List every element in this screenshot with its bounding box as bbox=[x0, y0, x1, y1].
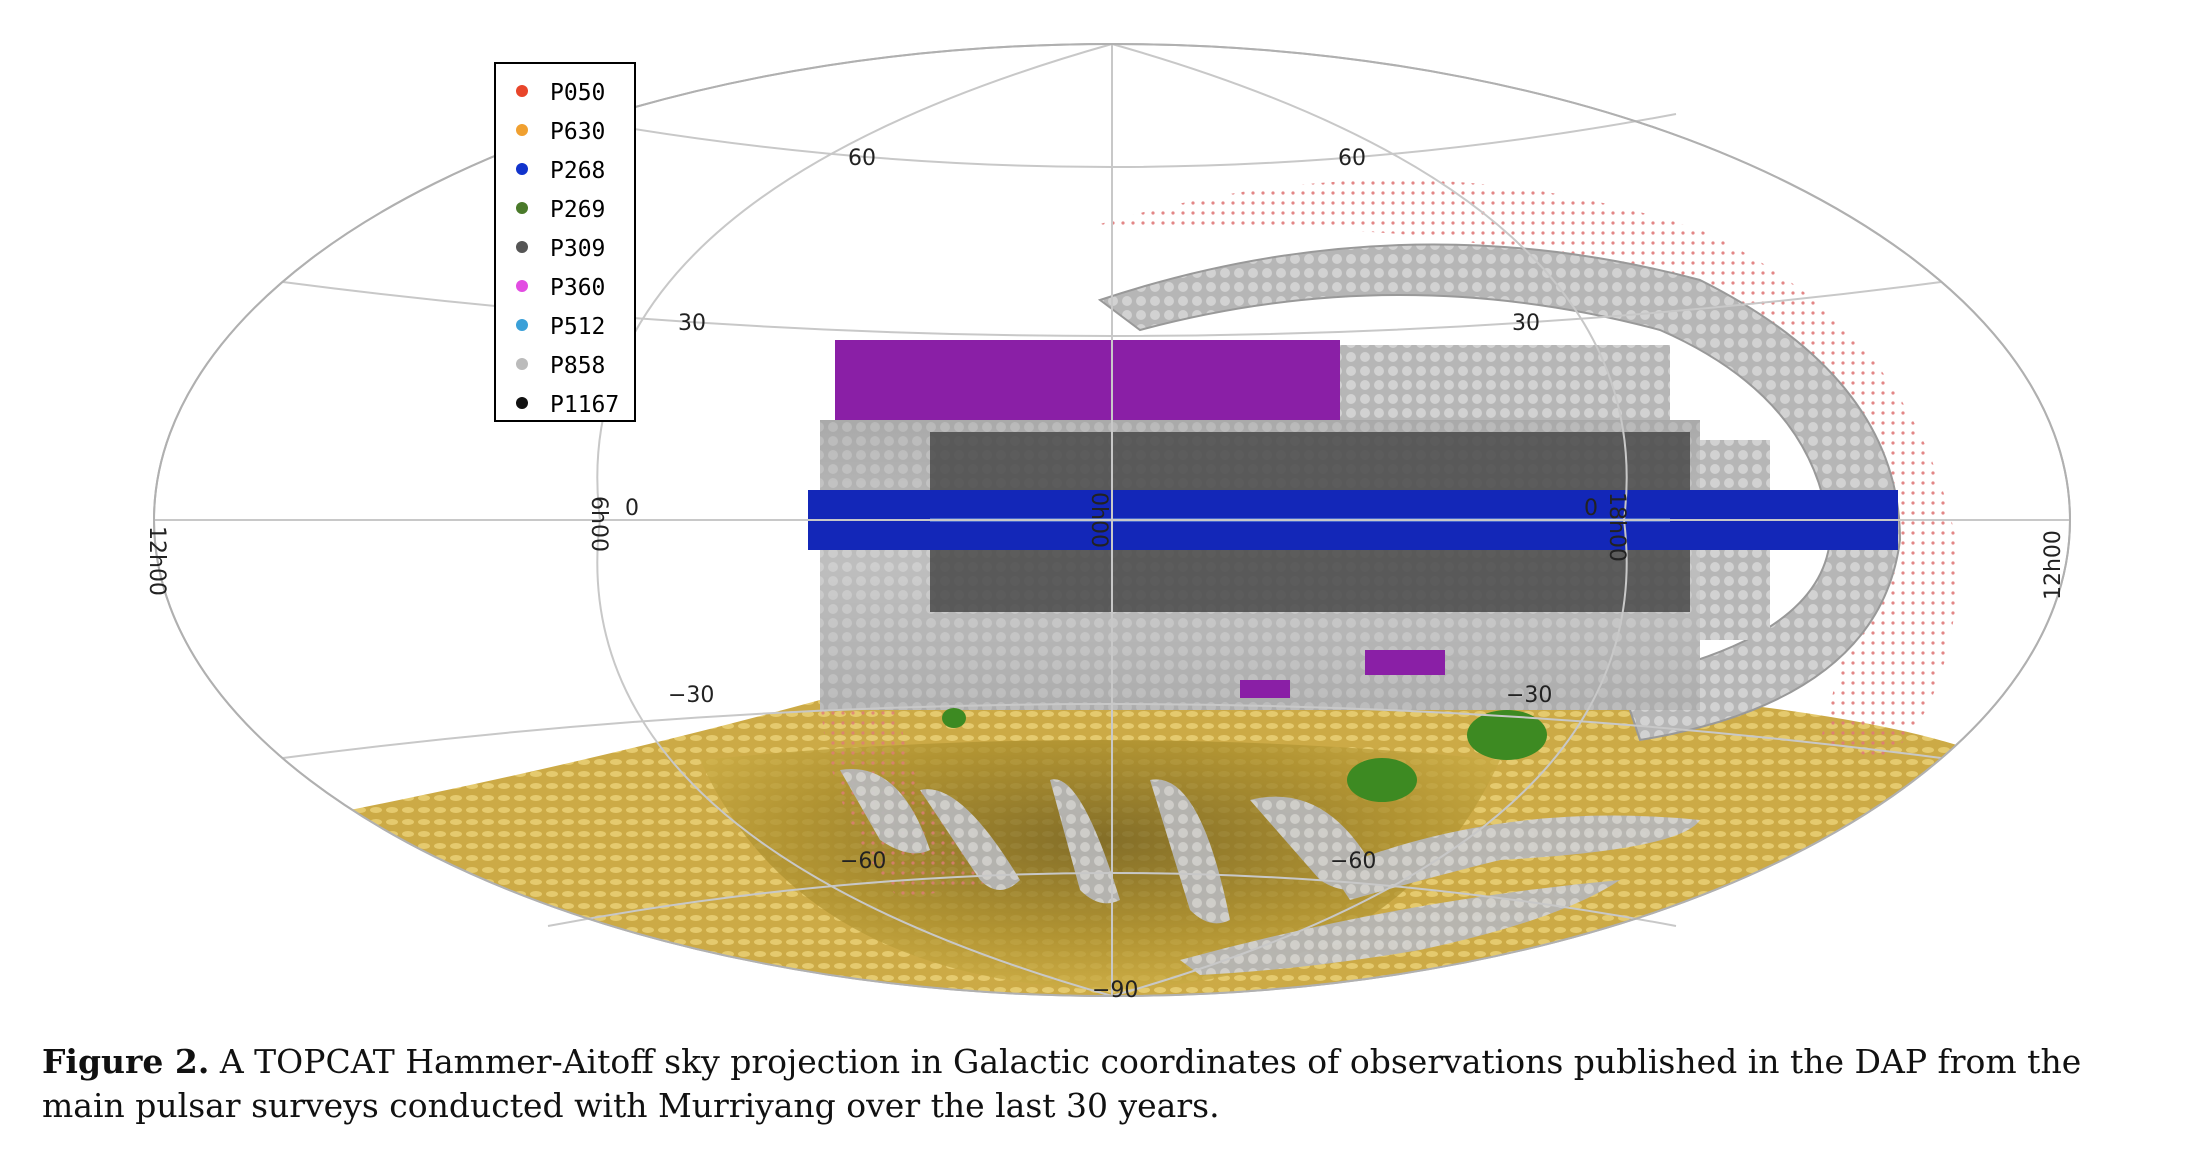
lon-6h-label: 6h00 bbox=[586, 496, 611, 552]
caption-label: Figure 2. bbox=[42, 1042, 210, 1081]
legend-label-p360: P360 bbox=[550, 275, 605, 301]
figure-caption: Figure 2. A TOPCAT Hammer-Aitoff sky pro… bbox=[42, 1040, 2172, 1128]
lat-m60-left-label: −60 bbox=[840, 849, 886, 874]
legend-marker-p360 bbox=[516, 280, 528, 292]
lat-30-right-label: 30 bbox=[1512, 311, 1540, 336]
lon-right-edge-label: 12h00 bbox=[2041, 530, 2066, 600]
lat-0-right-label: 0 bbox=[1584, 496, 1598, 521]
p269-patch bbox=[1467, 710, 1547, 760]
lat-30-left-label: 30 bbox=[678, 311, 706, 336]
legend-marker-p050 bbox=[516, 85, 528, 97]
lat-60-left-label: 60 bbox=[848, 146, 876, 171]
graticule bbox=[154, 43, 2070, 997]
p360-north-strip bbox=[835, 340, 1340, 430]
legend-label-p268: P268 bbox=[550, 158, 605, 184]
lat-m30-right-label: −30 bbox=[1506, 683, 1552, 708]
legend-marker-p309 bbox=[516, 241, 528, 253]
legend-label-p630: P630 bbox=[550, 119, 605, 145]
legend-marker-p268 bbox=[516, 163, 528, 175]
lat-m90-label: −90 bbox=[1092, 978, 1138, 1003]
legend-marker-p630 bbox=[516, 124, 528, 136]
sky-projection-figure: 60 60 30 30 0 0 −30 −30 −60 −60 −90 12h0… bbox=[144, 43, 2071, 1003]
lat-0-left-label: 0 bbox=[625, 496, 639, 521]
lat-m60-right-label: −60 bbox=[1330, 849, 1376, 874]
p858-ring bbox=[1097, 243, 1902, 742]
legend: P050 P630 P268 P269 P309 P360 P512 P858 P1167 bbox=[494, 62, 636, 422]
legend-label-p858: P858 bbox=[550, 353, 605, 379]
lat-m30-left-label: −30 bbox=[668, 683, 714, 708]
lon-left-edge-label: 12h00 bbox=[144, 526, 169, 596]
legend-marker-p1167 bbox=[516, 397, 528, 409]
legend-label-p1167: P1167 bbox=[550, 392, 619, 418]
legend-label-p269: P269 bbox=[550, 197, 605, 223]
legend-marker-p512 bbox=[516, 319, 528, 331]
legend-marker-p269 bbox=[516, 202, 528, 214]
lon-right-6h-label: 18h00 bbox=[1604, 492, 1629, 562]
caption-text: A TOPCAT Hammer-Aitoff sky projection in… bbox=[42, 1042, 2082, 1125]
legend-label-p050: P050 bbox=[550, 80, 605, 106]
lon-center-label: 0h00 bbox=[1086, 492, 1111, 548]
lat-60-right-label: 60 bbox=[1338, 146, 1366, 171]
legend-marker-p858 bbox=[516, 358, 528, 370]
legend-label-p512: P512 bbox=[550, 314, 605, 340]
legend-label-p309: P309 bbox=[550, 236, 605, 262]
